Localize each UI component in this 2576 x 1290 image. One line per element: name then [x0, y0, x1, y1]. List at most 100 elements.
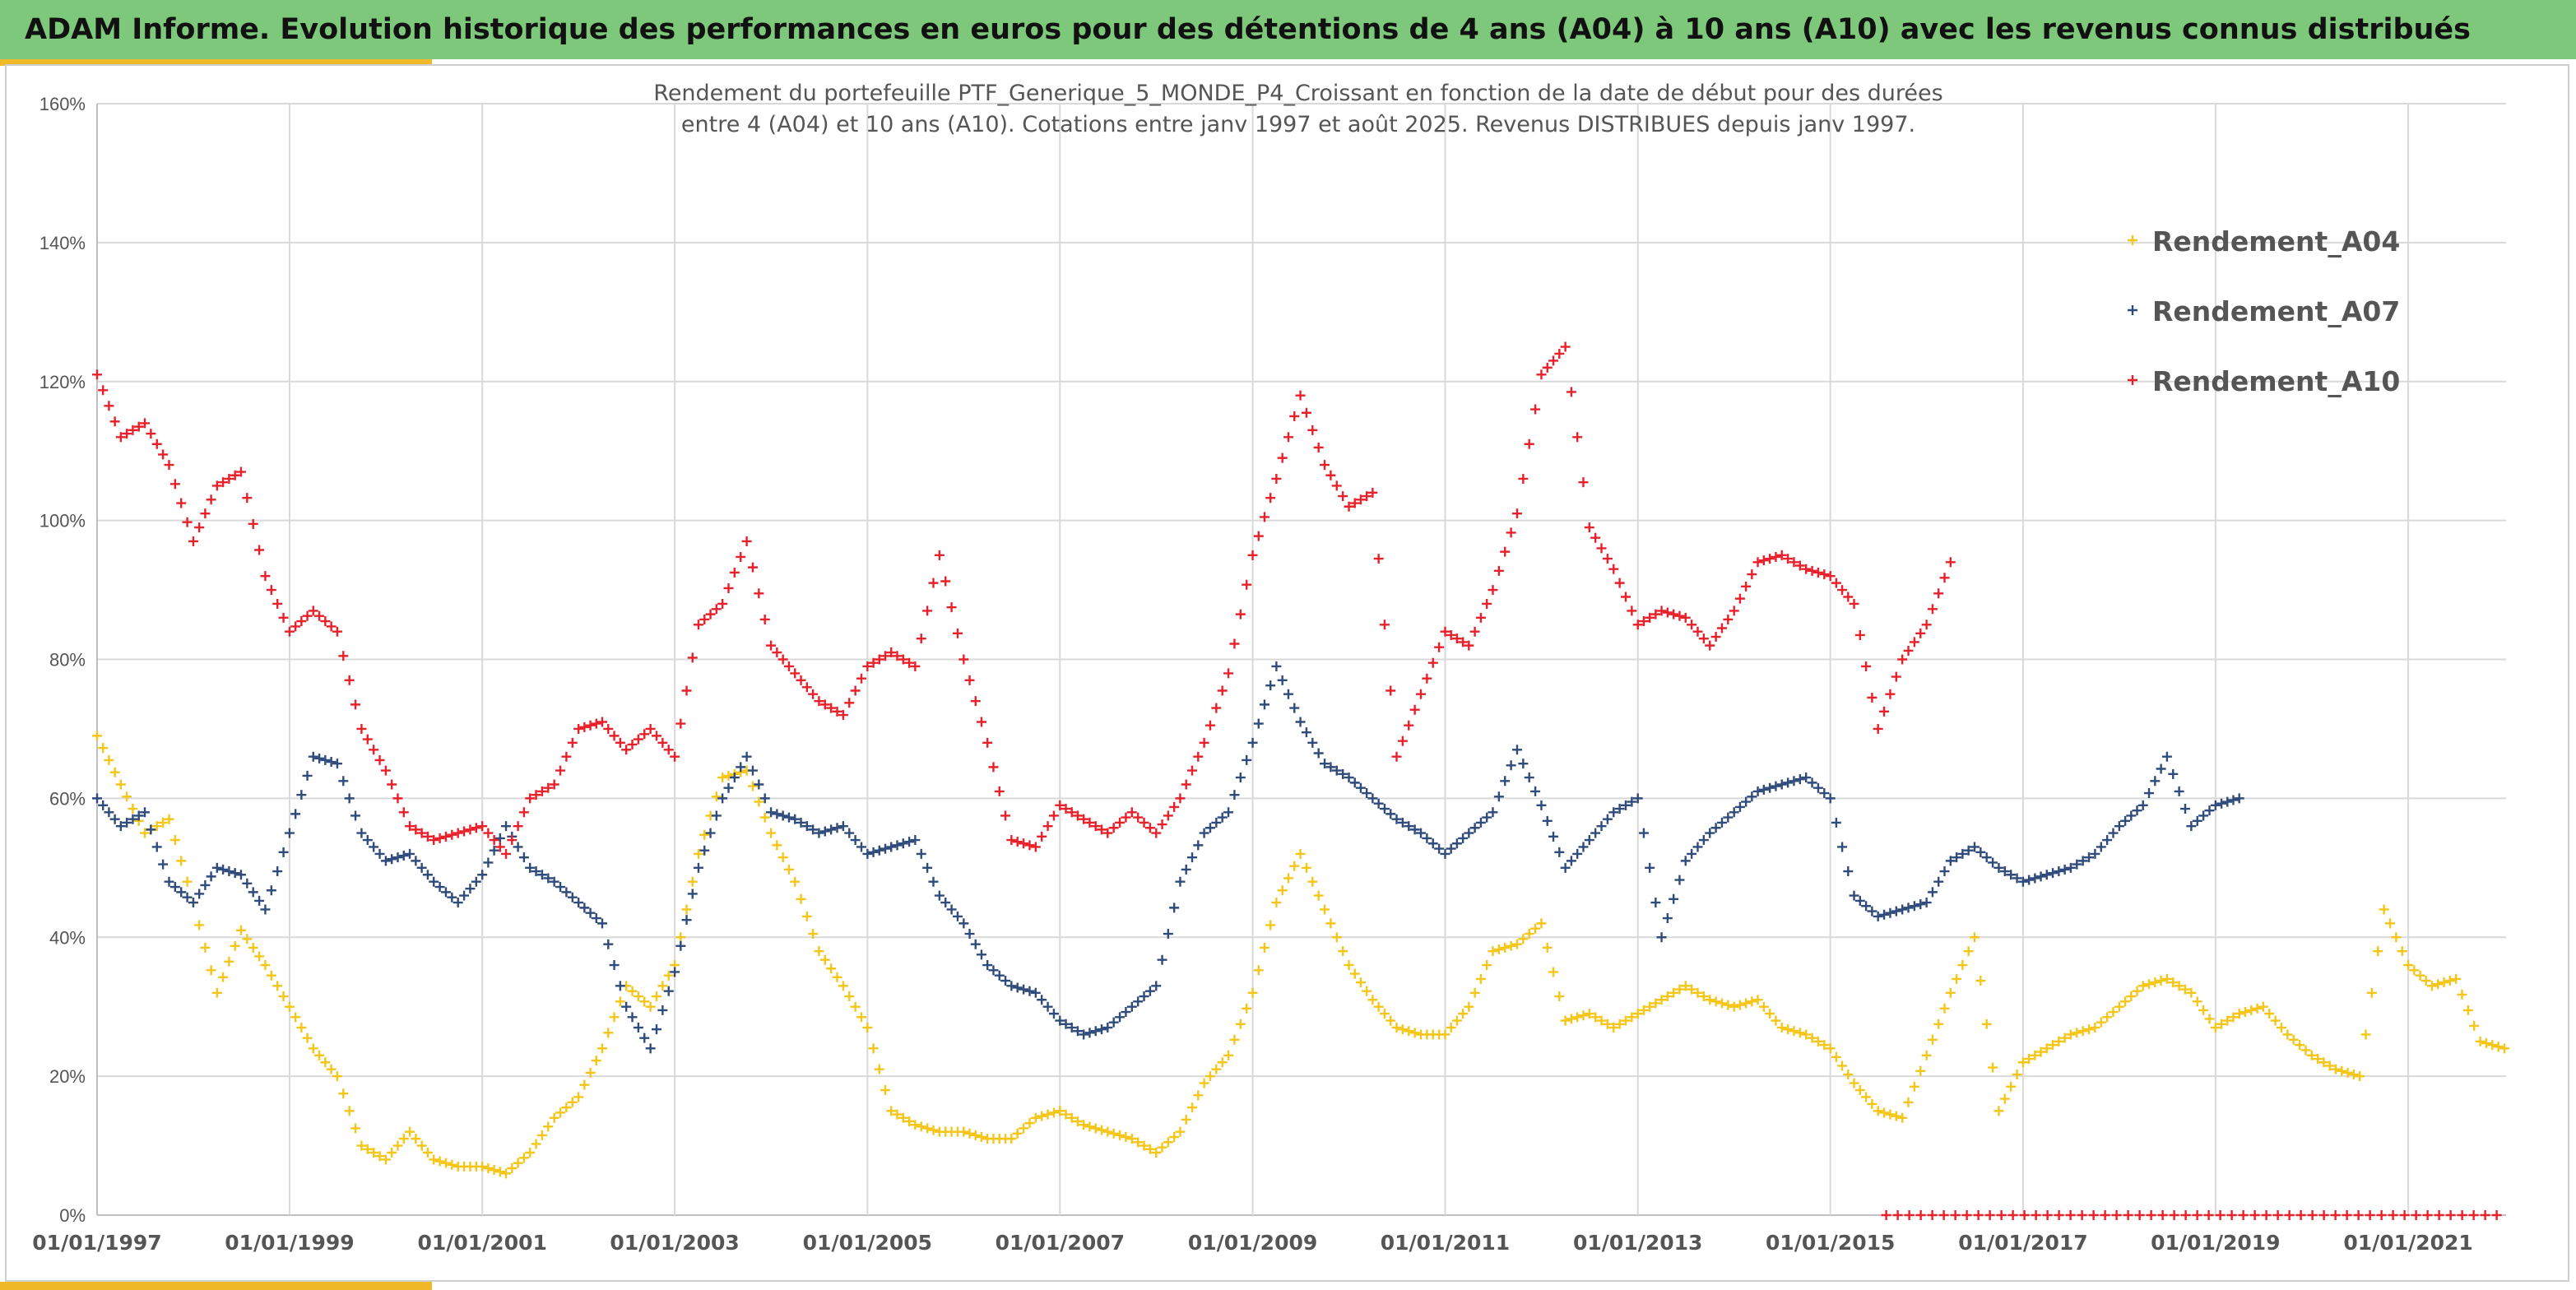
data-point-interp	[2192, 815, 2202, 826]
data-point-interp	[1265, 493, 1276, 503]
data-point	[2114, 821, 2124, 832]
data-point-interp	[1854, 895, 1865, 906]
data-point-interp	[675, 940, 686, 951]
data-point-interp	[1687, 619, 1697, 630]
data-point	[1320, 460, 1330, 471]
data-point-interp	[2144, 979, 2155, 990]
data-point	[1175, 876, 1186, 887]
data-point-interp	[1854, 629, 1865, 640]
data-point-interp	[856, 1012, 866, 1023]
data-point	[862, 1023, 873, 1033]
data-point-interp	[1217, 1057, 1228, 1068]
data-point-interp	[128, 804, 138, 814]
zero-point	[2261, 1210, 2272, 1220]
data-point-interp	[1108, 1017, 1119, 1028]
data-point-interp	[2246, 1005, 2257, 1015]
data-point	[477, 870, 488, 880]
data-point	[453, 828, 463, 838]
data-point-interp	[801, 682, 812, 693]
data-point-interp	[2059, 1032, 2070, 1043]
data-point-interp	[176, 887, 187, 898]
data-point-interp	[819, 954, 830, 965]
data-point-interp	[1854, 1085, 1865, 1096]
data-point	[308, 751, 318, 762]
data-point	[2403, 960, 2414, 971]
data-point	[1511, 745, 1522, 755]
data-point-interp	[494, 842, 505, 852]
data-point-interp	[1193, 840, 1204, 851]
data-point-interp	[224, 473, 234, 484]
data-point	[1705, 640, 1715, 651]
data-point	[1006, 835, 1017, 846]
data-point-interp	[922, 862, 933, 873]
data-point-interp	[1747, 791, 1757, 802]
data-point-interp	[1283, 432, 1293, 443]
data-point-interp	[687, 889, 698, 899]
data-point	[693, 862, 703, 873]
data-point	[140, 807, 151, 818]
data-point-interp	[1338, 946, 1348, 957]
data-point-interp	[1331, 480, 1342, 491]
data-point	[1729, 807, 1739, 818]
data-point-interp	[536, 786, 547, 796]
x-tick-label: 01/01/1999	[225, 1231, 354, 1255]
data-point-interp	[1710, 823, 1721, 833]
zero-point	[1961, 1210, 1972, 1220]
data-point	[1680, 981, 1691, 991]
data-point-interp	[663, 970, 674, 981]
data-point-interp	[2270, 1015, 2281, 1026]
data-point-interp	[1981, 1019, 1992, 1029]
data-point-interp	[1530, 404, 1541, 415]
data-point-interp	[2295, 1040, 2305, 1051]
zero-point	[2065, 1210, 2076, 1220]
data-point-interp	[411, 856, 421, 866]
data-point-interp	[1482, 960, 1492, 971]
data-point-interp	[994, 970, 1005, 981]
data-point-interp	[639, 729, 650, 740]
data-point-interp	[1072, 1026, 1083, 1037]
data-point-interp	[1674, 984, 1685, 995]
data-point-interp	[832, 706, 842, 717]
data-point-interp	[1789, 557, 1799, 568]
data-point	[862, 661, 873, 671]
data-point-interp	[1518, 473, 1529, 484]
data-point	[1416, 828, 1427, 838]
data-point-interp	[1235, 773, 1246, 783]
zero-point	[2365, 1210, 2375, 1220]
data-point-interp	[1530, 923, 1541, 934]
data-point	[332, 626, 342, 637]
data-point-interp	[555, 1107, 566, 1118]
data-point	[693, 619, 703, 630]
data-point-interp	[1734, 593, 1745, 604]
data-point-interp	[1861, 901, 1872, 912]
y-tick-label: 140%	[39, 233, 86, 253]
data-point-interp	[567, 892, 578, 903]
data-point-interp	[1669, 987, 1679, 998]
data-point-interp	[2409, 965, 2420, 976]
data-point-interp	[1277, 452, 1288, 463]
data-point-interp	[2180, 804, 2191, 814]
zero-point	[2249, 1210, 2260, 1220]
data-point-interp	[1819, 1040, 1830, 1051]
data-point	[1897, 654, 1908, 665]
data-point	[211, 480, 222, 491]
data-point-interp	[1325, 918, 1336, 929]
data-point-interp	[248, 942, 258, 953]
data-point-interp	[1975, 847, 1986, 857]
data-point-interp	[1446, 843, 1456, 854]
data-point-interp	[1475, 973, 1486, 984]
data-point-interp	[169, 882, 180, 893]
report-title: ADAM Informe. Evolution historique des p…	[25, 13, 2472, 46]
data-point-interp	[1885, 1109, 1896, 1120]
data-point-interp	[272, 598, 283, 609]
data-point-interp	[579, 722, 590, 732]
data-point-interp	[2174, 981, 2184, 991]
data-point-interp	[1187, 852, 1198, 863]
data-point-interp	[1710, 996, 1721, 1007]
data-point	[1199, 737, 1209, 748]
data-point	[2090, 848, 2100, 859]
data-point	[1656, 995, 1667, 1005]
data-point-interp	[1133, 1137, 1144, 1148]
data-point-interp	[1692, 626, 1703, 637]
data-point-interp	[1229, 1034, 1240, 1045]
